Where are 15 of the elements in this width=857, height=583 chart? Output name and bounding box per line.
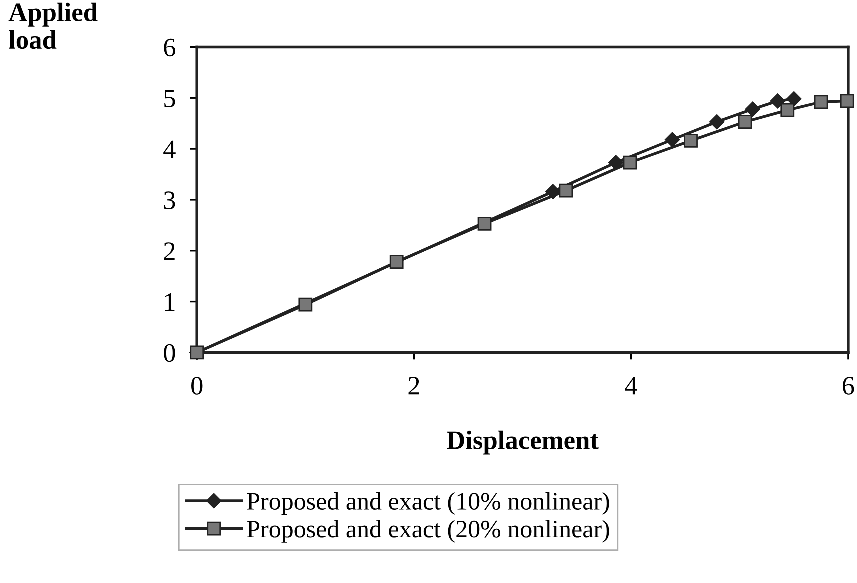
y-tick-label: 5 — [164, 90, 176, 108]
y-tick-label: 2 — [164, 242, 175, 260]
y-tick-label: 3 — [164, 192, 176, 210]
y-tick-label: 6 — [164, 38, 176, 57]
y-axis-title: Applied load — [8, 2, 98, 50]
y-tick-label: 1 — [165, 294, 175, 311]
x-tick-label: 4 — [625, 377, 638, 395]
x-tick-label: 6 — [842, 377, 854, 395]
legend-label: Proposed and exact (10% nonlinear) — [247, 492, 610, 516]
x-axis-title: Displacement — [447, 430, 599, 455]
x-tick-label: 0 — [192, 377, 203, 395]
x-tick-label: 2 — [408, 377, 420, 395]
y-tick-label: 4 — [164, 140, 176, 158]
y-tick-label: 0 — [164, 344, 176, 362]
legend-label: Proposed and exact (20% nonlinear) — [247, 520, 610, 543]
